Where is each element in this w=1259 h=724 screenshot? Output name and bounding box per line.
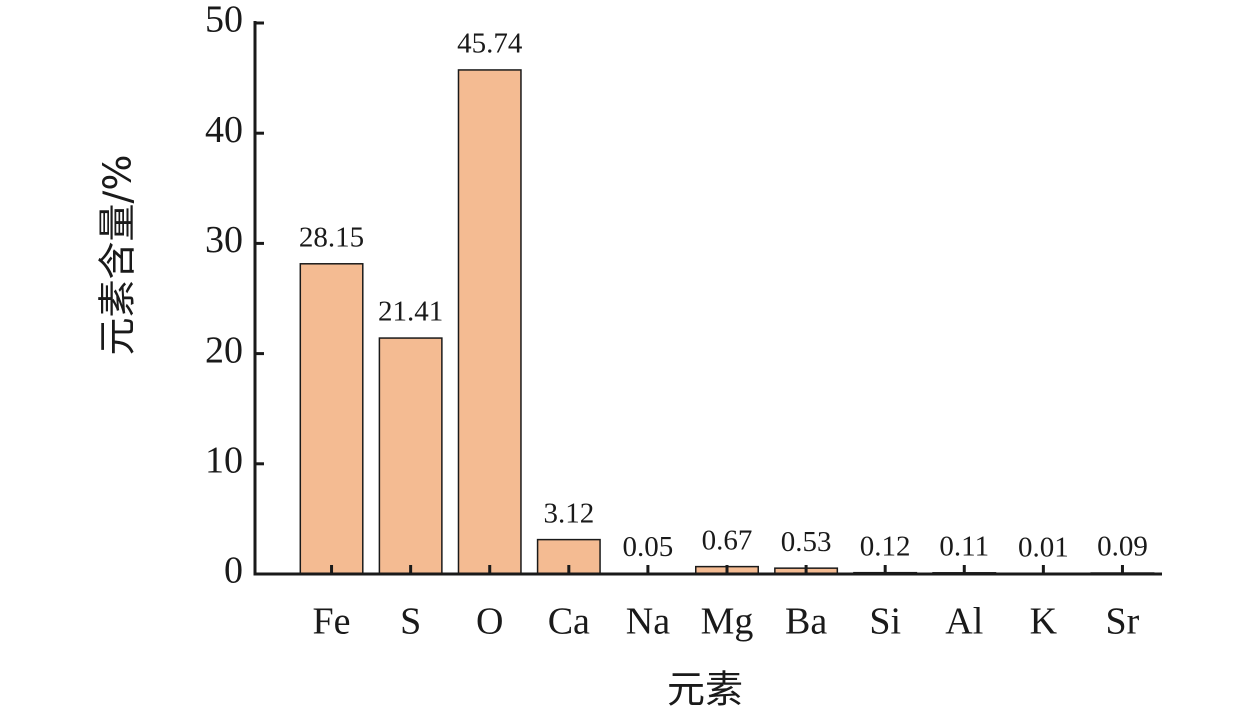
x-tick-label: Na	[626, 601, 670, 643]
y-tick-label: 40	[205, 109, 243, 151]
value-label: 0.12	[860, 530, 911, 562]
y-tick-label: 10	[205, 440, 243, 482]
x-tick-label: Al	[945, 601, 983, 643]
value-label: 0.11	[939, 530, 989, 562]
value-label: 3.12	[543, 497, 594, 529]
value-label: 28.15	[299, 221, 364, 253]
x-tick-label: K	[1030, 601, 1058, 643]
y-tick-label: 0	[224, 550, 243, 592]
x-tick-label: O	[476, 601, 503, 643]
x-tick-label: Ba	[785, 601, 827, 643]
bar	[299, 263, 364, 575]
bar	[378, 337, 443, 575]
value-label: 0.05	[623, 531, 674, 563]
bar	[457, 69, 522, 575]
y-axis-label: 元素含量/%	[96, 155, 140, 356]
x-tick-label: Sr	[1106, 601, 1140, 643]
y-tick-label: 30	[205, 219, 243, 261]
value-label: 0.01	[1018, 532, 1069, 564]
value-label: 0.67	[702, 524, 753, 556]
x-tick-label: Ca	[548, 601, 590, 643]
x-axis-label: 元素	[667, 668, 743, 712]
value-label: 0.53	[781, 526, 832, 558]
x-tick-label: Mg	[701, 601, 754, 643]
value-label: 0.09	[1097, 531, 1148, 563]
x-tick-label: S	[400, 601, 421, 643]
value-label: 45.74	[457, 28, 523, 60]
x-tick-label: Si	[869, 601, 901, 643]
value-label: 21.41	[378, 296, 443, 328]
y-tick-label: 50	[205, 0, 243, 41]
x-tick-label: Fe	[313, 601, 351, 643]
y-tick-label: 20	[205, 329, 243, 371]
